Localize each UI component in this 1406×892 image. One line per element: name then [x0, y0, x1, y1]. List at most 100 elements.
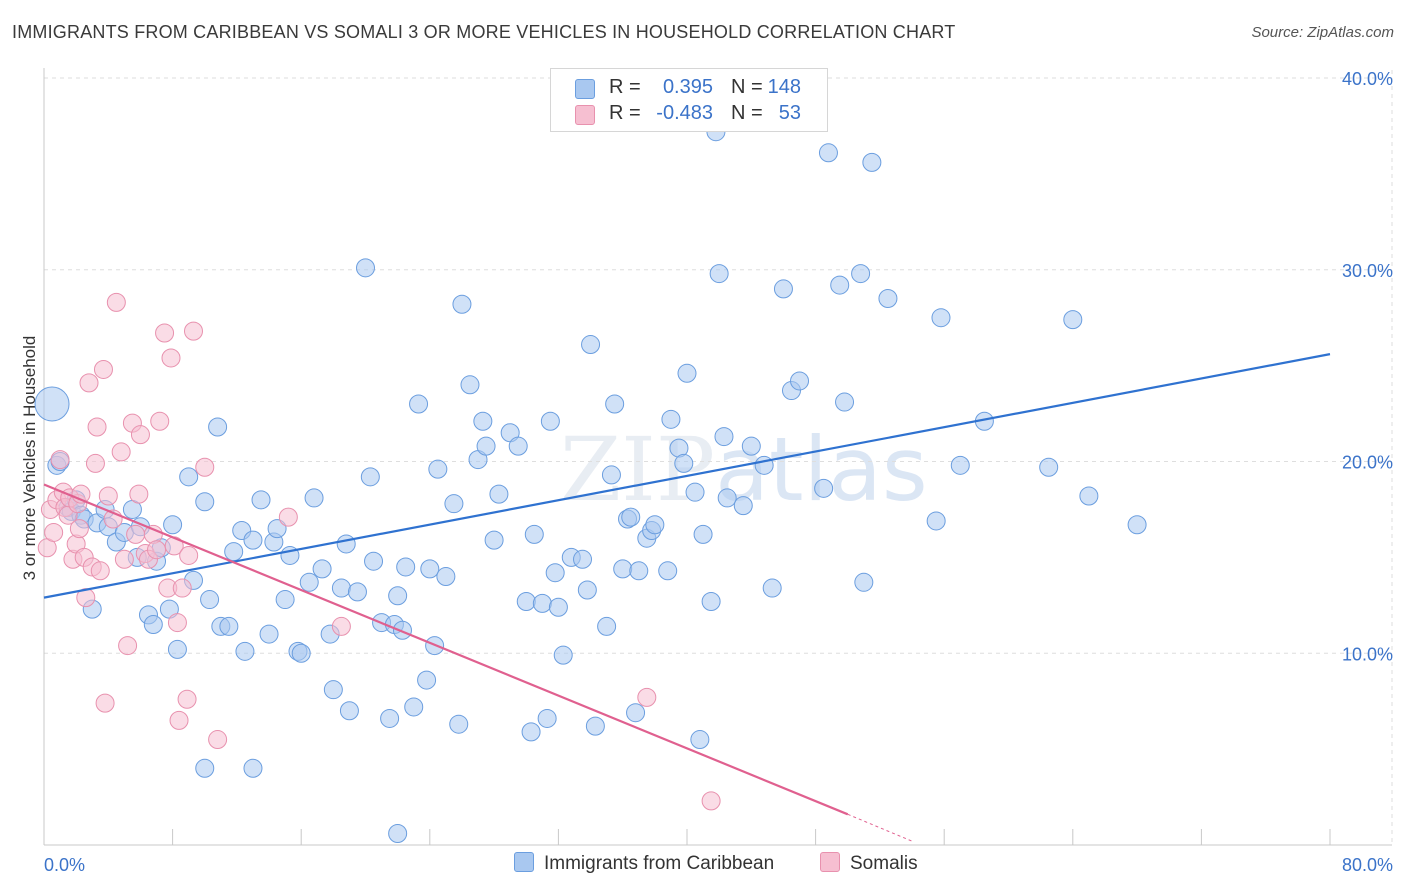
point-caribbean: [275, 590, 295, 610]
point-caribbean: [601, 465, 621, 485]
point-caribbean: [548, 597, 568, 617]
point-caribbean: [762, 578, 782, 598]
point-caribbean: [709, 264, 729, 284]
point-caribbean: [224, 542, 244, 562]
point-caribbean: [243, 530, 263, 550]
point-caribbean: [851, 264, 871, 284]
point-caribbean: [516, 591, 536, 611]
point-caribbean: [613, 559, 633, 579]
point-caribbean: [733, 496, 753, 516]
point-caribbean: [581, 335, 601, 355]
point-caribbean: [1039, 457, 1059, 477]
point-caribbean: [208, 417, 228, 437]
legend-r-value-caribbean: 0.395: [662, 76, 713, 98]
point-caribbean: [818, 143, 838, 163]
point-somali: [161, 348, 181, 368]
point-caribbean: [661, 409, 681, 429]
point-somali: [167, 613, 187, 633]
point-caribbean: [674, 453, 694, 473]
point-caribbean: [693, 524, 713, 544]
legend-n-value-caribbean: 148: [767, 76, 801, 98]
point-caribbean: [553, 645, 573, 665]
legend-r-label: R =: [609, 102, 641, 124]
y-tick-label: 10.0%: [1342, 644, 1393, 664]
x-tick-label: 0.0%: [44, 855, 85, 875]
series-swatch-caribbean: [514, 852, 534, 872]
point-caribbean: [200, 590, 220, 610]
legend-row-somali: R = -0.483 N = 53: [551, 101, 827, 127]
point-caribbean: [585, 716, 605, 736]
point-caribbean: [452, 294, 472, 314]
series-legend-caribbean: Immigrants from Caribbean: [514, 852, 774, 875]
point-somali: [44, 522, 64, 542]
point-caribbean: [484, 530, 504, 550]
point-caribbean: [195, 492, 215, 512]
point-caribbean: [1127, 515, 1147, 535]
point-caribbean: [304, 488, 324, 508]
point-caribbean: [143, 614, 163, 634]
watermark-zip: ZIP: [560, 418, 715, 521]
point-caribbean: [323, 680, 343, 700]
point-caribbean: [312, 559, 332, 579]
point-caribbean: [243, 758, 263, 778]
point-somali: [208, 730, 228, 750]
point-somali: [111, 442, 131, 462]
series-legend-somali: Somalis: [820, 852, 918, 875]
point-somali: [130, 425, 150, 445]
point-caribbean: [677, 363, 697, 383]
point-caribbean: [645, 515, 665, 535]
point-caribbean: [449, 714, 469, 734]
point-caribbean: [163, 515, 183, 535]
point-caribbean: [524, 524, 544, 544]
point-caribbean: [926, 511, 946, 531]
point-caribbean: [597, 616, 617, 636]
point-caribbean: [251, 490, 271, 510]
y-tick-label: 40.0%: [1342, 69, 1393, 89]
point-caribbean: [444, 494, 464, 514]
point-caribbean: [835, 392, 855, 412]
point-somali: [79, 373, 99, 393]
point-caribbean: [773, 279, 793, 299]
point-caribbean: [360, 467, 380, 487]
chart-title: IMMIGRANTS FROM CARIBBEAN VS SOMALI 3 OR…: [12, 22, 956, 42]
point-caribbean: [428, 459, 448, 479]
watermark: ZIPatlas: [560, 418, 928, 521]
point-caribbean: [396, 557, 416, 577]
point-caribbean: [380, 708, 400, 728]
point-somali: [98, 486, 118, 506]
trendline-somali-extension: [847, 813, 913, 842]
point-caribbean: [573, 549, 593, 569]
point-caribbean: [267, 519, 287, 539]
point-somali: [143, 524, 163, 544]
series-label-caribbean: Immigrants from Caribbean: [544, 853, 775, 874]
point-caribbean: [195, 758, 215, 778]
legend-r-value-somali: -0.483: [656, 102, 713, 124]
point-caribbean: [409, 394, 429, 414]
y-tick-label: 20.0%: [1342, 453, 1393, 473]
point-somali: [179, 545, 199, 565]
trendline-somali: [43, 483, 849, 816]
point-somali: [93, 359, 113, 379]
point-caribbean: [420, 559, 440, 579]
point-caribbean: [476, 436, 496, 456]
point-caribbean: [299, 572, 319, 592]
point-somali: [95, 693, 115, 713]
point-caribbean: [436, 567, 456, 587]
point-caribbean: [717, 488, 737, 508]
point-caribbean: [532, 593, 552, 613]
legend-swatch-somali: [575, 105, 595, 125]
point-caribbean: [388, 586, 408, 606]
source-attribution: Source: ZipAtlas.com: [1251, 24, 1394, 41]
legend-row-caribbean: R = 0.395 N = 148: [551, 75, 827, 101]
point-somali: [183, 321, 203, 341]
point-somali: [118, 636, 138, 656]
point-caribbean: [862, 152, 882, 172]
point-somali: [278, 507, 298, 527]
point-caribbean: [878, 289, 898, 309]
point-caribbean: [460, 375, 480, 395]
point-caribbean: [508, 436, 528, 456]
correlation-legend: R = 0.395 N = 148 R = -0.483 N = 53: [550, 68, 828, 132]
point-somali: [172, 578, 192, 598]
point-caribbean: [521, 722, 541, 742]
